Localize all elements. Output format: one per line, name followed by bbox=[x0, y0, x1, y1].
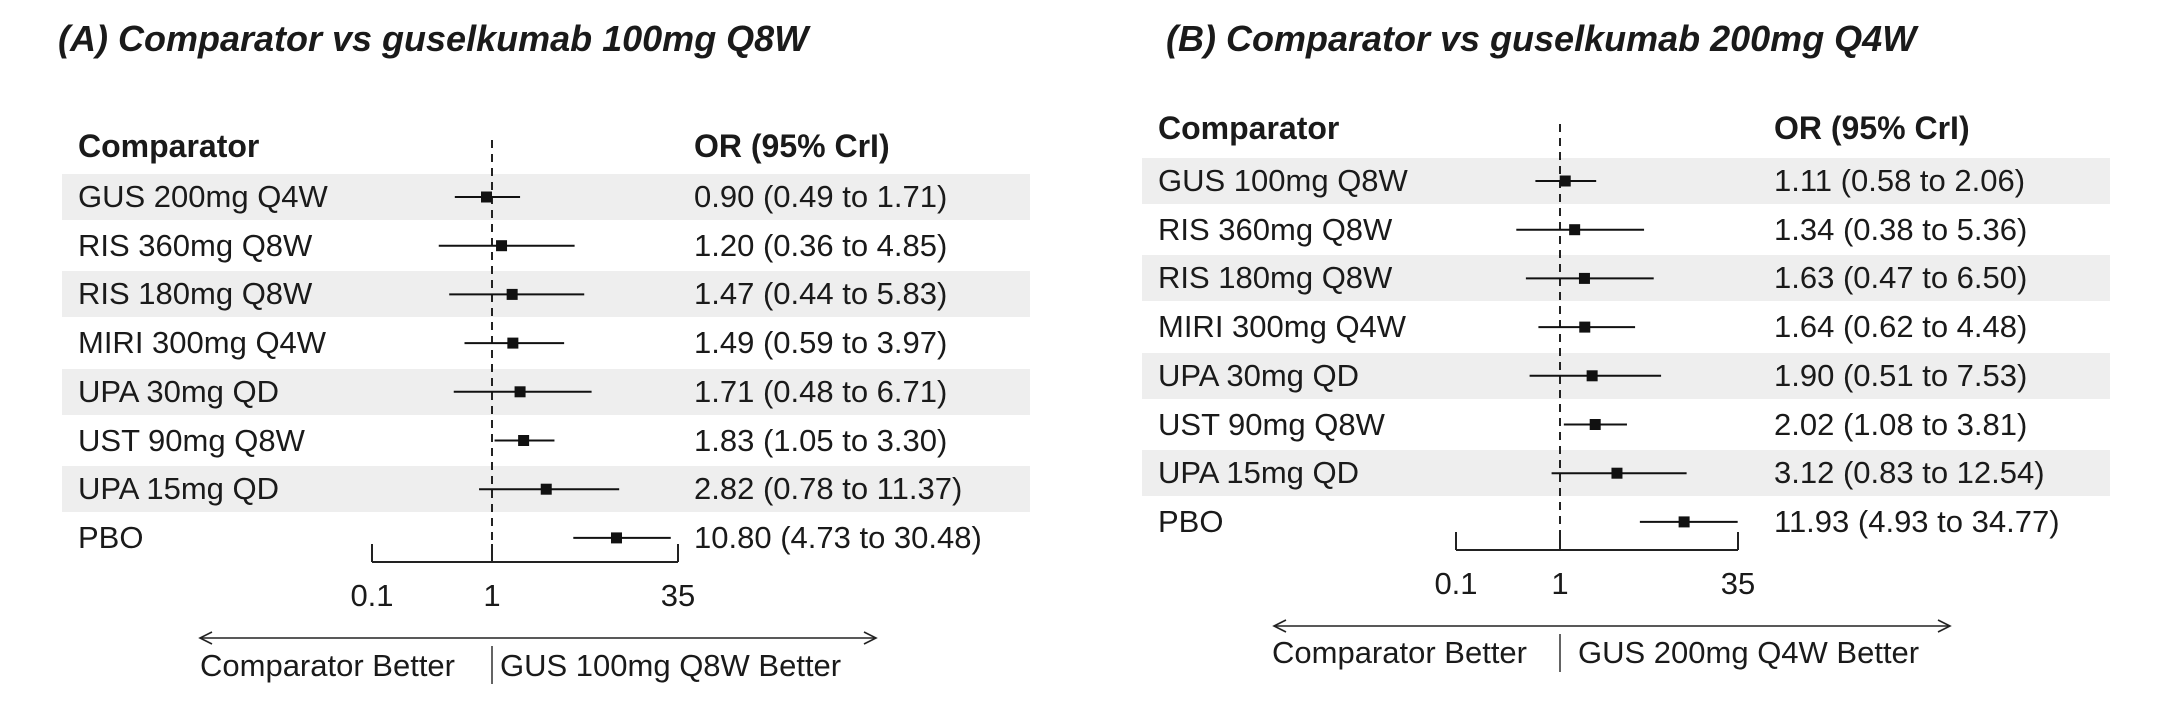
comparator-label: UST 90mg Q8W bbox=[78, 422, 305, 458]
or-estimate-text: 2.02 (1.08 to 3.81) bbox=[1774, 406, 2028, 442]
comparator-label: MIRI 300mg Q4W bbox=[78, 325, 327, 361]
comparator-label: PBO bbox=[1158, 503, 1224, 539]
comparator-label: GUS 100mg Q8W bbox=[1158, 163, 1408, 198]
point-estimate-marker bbox=[610, 532, 622, 544]
panel-b-title: (B) Comparator vs guselkumab 200mg Q4W bbox=[1166, 18, 1917, 59]
right-arrow-head-icon bbox=[1937, 619, 1952, 633]
point-estimate-marker bbox=[1678, 516, 1690, 528]
row-band bbox=[1142, 158, 2110, 204]
point-estimate-marker bbox=[481, 191, 493, 203]
comparator-label: GUS 200mg Q4W bbox=[78, 179, 328, 214]
x-tick-label: 0.1 bbox=[1434, 566, 1477, 601]
or-estimate-text: 1.11 (0.58 to 2.06) bbox=[1774, 163, 2026, 198]
panel-a-comparator-header: Comparator bbox=[78, 128, 260, 164]
panel-a-or-header: OR (95% CrI) bbox=[694, 128, 890, 164]
point-estimate-marker bbox=[506, 288, 518, 300]
comparator-label: UPA 30mg QD bbox=[1158, 357, 1360, 393]
point-estimate-marker bbox=[1589, 419, 1601, 430]
point-estimate-marker bbox=[1559, 175, 1571, 187]
panel-b-left-direction-label: Comparator Better bbox=[1272, 635, 1527, 670]
comparator-label: PBO bbox=[78, 519, 144, 555]
panel-a-right-direction-label: GUS 100mg Q8W Better bbox=[500, 648, 842, 683]
comparator-label: UPA 15mg QD bbox=[78, 471, 280, 507]
or-estimate-text: 1.20 (0.36 to 4.85) bbox=[694, 227, 948, 263]
comparator-label: RIS 360mg Q8W bbox=[1158, 211, 1393, 247]
or-estimate-text: 1.49 (0.59 to 3.97) bbox=[694, 325, 948, 361]
x-tick-label: 0.1 bbox=[350, 578, 393, 613]
or-estimate-text: 11.93 (4.93 to 34.77) bbox=[1774, 503, 2060, 539]
point-estimate-marker bbox=[1586, 370, 1598, 382]
point-estimate-marker bbox=[514, 386, 526, 398]
panel-a-title: (A) Comparator vs guselkumab 100mg Q8W bbox=[58, 18, 809, 59]
panel-b-right-direction-label: GUS 200mg Q4W Better bbox=[1578, 635, 1920, 670]
point-estimate-marker bbox=[1611, 467, 1623, 479]
comparator-label: UPA 15mg QD bbox=[1158, 455, 1360, 491]
row-band bbox=[62, 174, 1030, 220]
or-estimate-text: 0.90 (0.49 to 1.71) bbox=[694, 179, 948, 214]
panel-b-or-header: OR (95% CrI) bbox=[1774, 110, 1970, 146]
panel-a-forest-plot: 0.1 1 35 bbox=[198, 140, 878, 684]
panel-b-forest-plot: 0.1 1 35 bbox=[1272, 124, 1952, 672]
point-estimate-marker bbox=[518, 435, 530, 446]
point-estimate-marker bbox=[1578, 272, 1590, 284]
or-estimate-text: 1.90 (0.51 to 7.53) bbox=[1774, 357, 2028, 393]
comparator-label: UST 90mg Q8W bbox=[1158, 406, 1385, 442]
point-estimate-marker bbox=[1569, 224, 1581, 236]
comparator-label: RIS 360mg Q8W bbox=[78, 227, 313, 263]
panel-a-left-direction-label: Comparator Better bbox=[200, 648, 455, 683]
or-estimate-text: 1.63 (0.47 to 6.50) bbox=[1774, 260, 2028, 296]
x-tick-label: 35 bbox=[661, 578, 695, 613]
comparator-label: MIRI 300mg Q4W bbox=[1158, 309, 1407, 345]
x-tick-label: 1 bbox=[1551, 566, 1568, 601]
x-tick-label: 35 bbox=[1721, 566, 1755, 601]
point-estimate-marker bbox=[496, 240, 508, 252]
left-arrow-head-icon bbox=[198, 631, 213, 645]
left-arrow-head-icon bbox=[1272, 619, 1287, 633]
panel-b-comparator-header: Comparator bbox=[1158, 110, 1340, 146]
or-estimate-text: 3.12 (0.83 to 12.54) bbox=[1774, 455, 2045, 491]
forest-panel-a: (A) Comparator vs guselkumab 100mg Q8W C… bbox=[58, 18, 1030, 684]
x-tick-label: 1 bbox=[483, 578, 500, 613]
or-estimate-text: 1.71 (0.48 to 6.71) bbox=[694, 373, 948, 409]
point-estimate-marker bbox=[1579, 321, 1591, 333]
or-estimate-text: 1.64 (0.62 to 4.48) bbox=[1774, 309, 2028, 345]
comparator-label: RIS 180mg Q8W bbox=[1158, 260, 1393, 296]
comparator-label: UPA 30mg QD bbox=[78, 373, 280, 409]
or-estimate-text: 1.83 (1.05 to 3.30) bbox=[694, 422, 948, 458]
forest-panel-b: (B) Comparator vs guselkumab 200mg Q4W C… bbox=[1080, 0, 2160, 702]
or-estimate-text: 1.47 (0.44 to 5.83) bbox=[694, 276, 948, 312]
or-estimate-text: 10.80 (4.73 to 30.48) bbox=[694, 519, 982, 555]
point-estimate-marker bbox=[507, 337, 519, 349]
comparator-label: RIS 180mg Q8W bbox=[78, 276, 313, 312]
point-estimate-marker bbox=[540, 483, 552, 495]
or-estimate-text: 1.34 (0.38 to 5.36) bbox=[1774, 211, 2028, 247]
or-estimate-text: 2.82 (0.78 to 11.37) bbox=[694, 471, 963, 507]
right-arrow-head-icon bbox=[863, 631, 878, 645]
